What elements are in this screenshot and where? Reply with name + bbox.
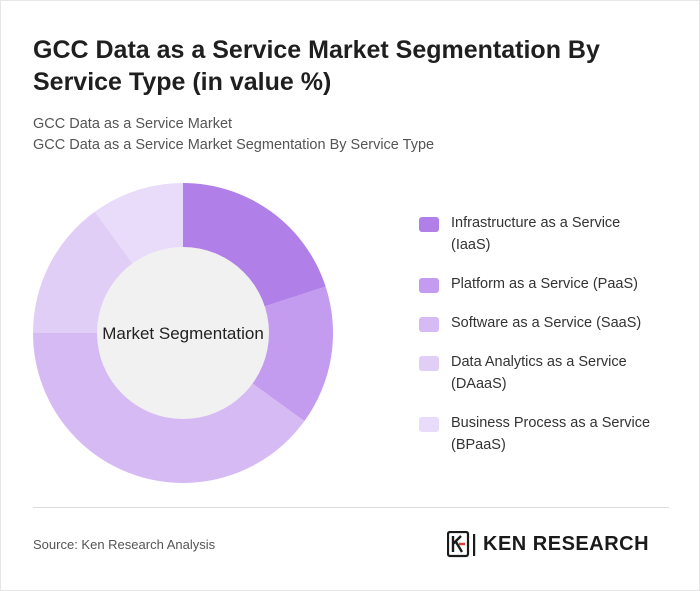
legend-label-bpaas: Business Process as a Service <box>451 415 651 431</box>
legend-swatch-daaas <box>419 356 439 371</box>
source-note: Source: Ken Research Analysis <box>33 537 216 552</box>
legend-item-bpaas: Business Process as a Service (BPaaS) <box>419 412 679 456</box>
legend-label-saas: Software as a Service (SaaS) <box>451 315 642 331</box>
ken-research-logo-icon <box>446 530 476 558</box>
donut-center <box>97 247 269 419</box>
footer-divider <box>33 507 669 508</box>
page-title: GCC Data as a Service Market Segmentatio… <box>33 36 600 96</box>
legend-item-paas: Platform as a Service (PaaS) <box>419 273 679 295</box>
legend-label-paas: Platform as a Service (PaaS) <box>451 276 638 292</box>
legend-label-iaas: Infrastructure as a Service <box>451 215 621 231</box>
legend-swatch-iaas <box>419 217 439 232</box>
legend-item-saas: Software as a Service (SaaS) <box>419 312 679 334</box>
legend-swatch-paas <box>419 278 439 293</box>
legend-label-bpaas-abbr: (BPaaS) <box>451 437 506 453</box>
legend-item-daaas: Data Analytics as a Service (DAaaS) <box>419 351 679 395</box>
legend-swatch-saas <box>419 317 439 332</box>
legend-swatch-bpaas <box>419 417 439 432</box>
chart-legend: Infrastructure as a Service (IaaS) Platf… <box>419 212 679 456</box>
legend-label-iaas-abbr: (IaaS) <box>451 237 491 253</box>
ken-research-logo: KEN RESEARCH <box>446 530 671 559</box>
legend-label-daaas: Data Analytics as a Service <box>451 354 627 370</box>
donut-chart: Market Segmentation <box>33 183 333 483</box>
legend-item-iaas: Infrastructure as a Service (IaaS) <box>419 212 679 256</box>
subtitle-segmentation: GCC Data as a Service Market Segmentatio… <box>33 137 435 153</box>
ken-research-logo-text: KEN RESEARCH <box>483 533 650 555</box>
subtitle-market: GCC Data as a Service Market <box>33 116 233 132</box>
donut-center-label: Market Segmentation <box>102 324 264 343</box>
legend-label-daaas-abbr: (DAaaS) <box>451 376 507 392</box>
